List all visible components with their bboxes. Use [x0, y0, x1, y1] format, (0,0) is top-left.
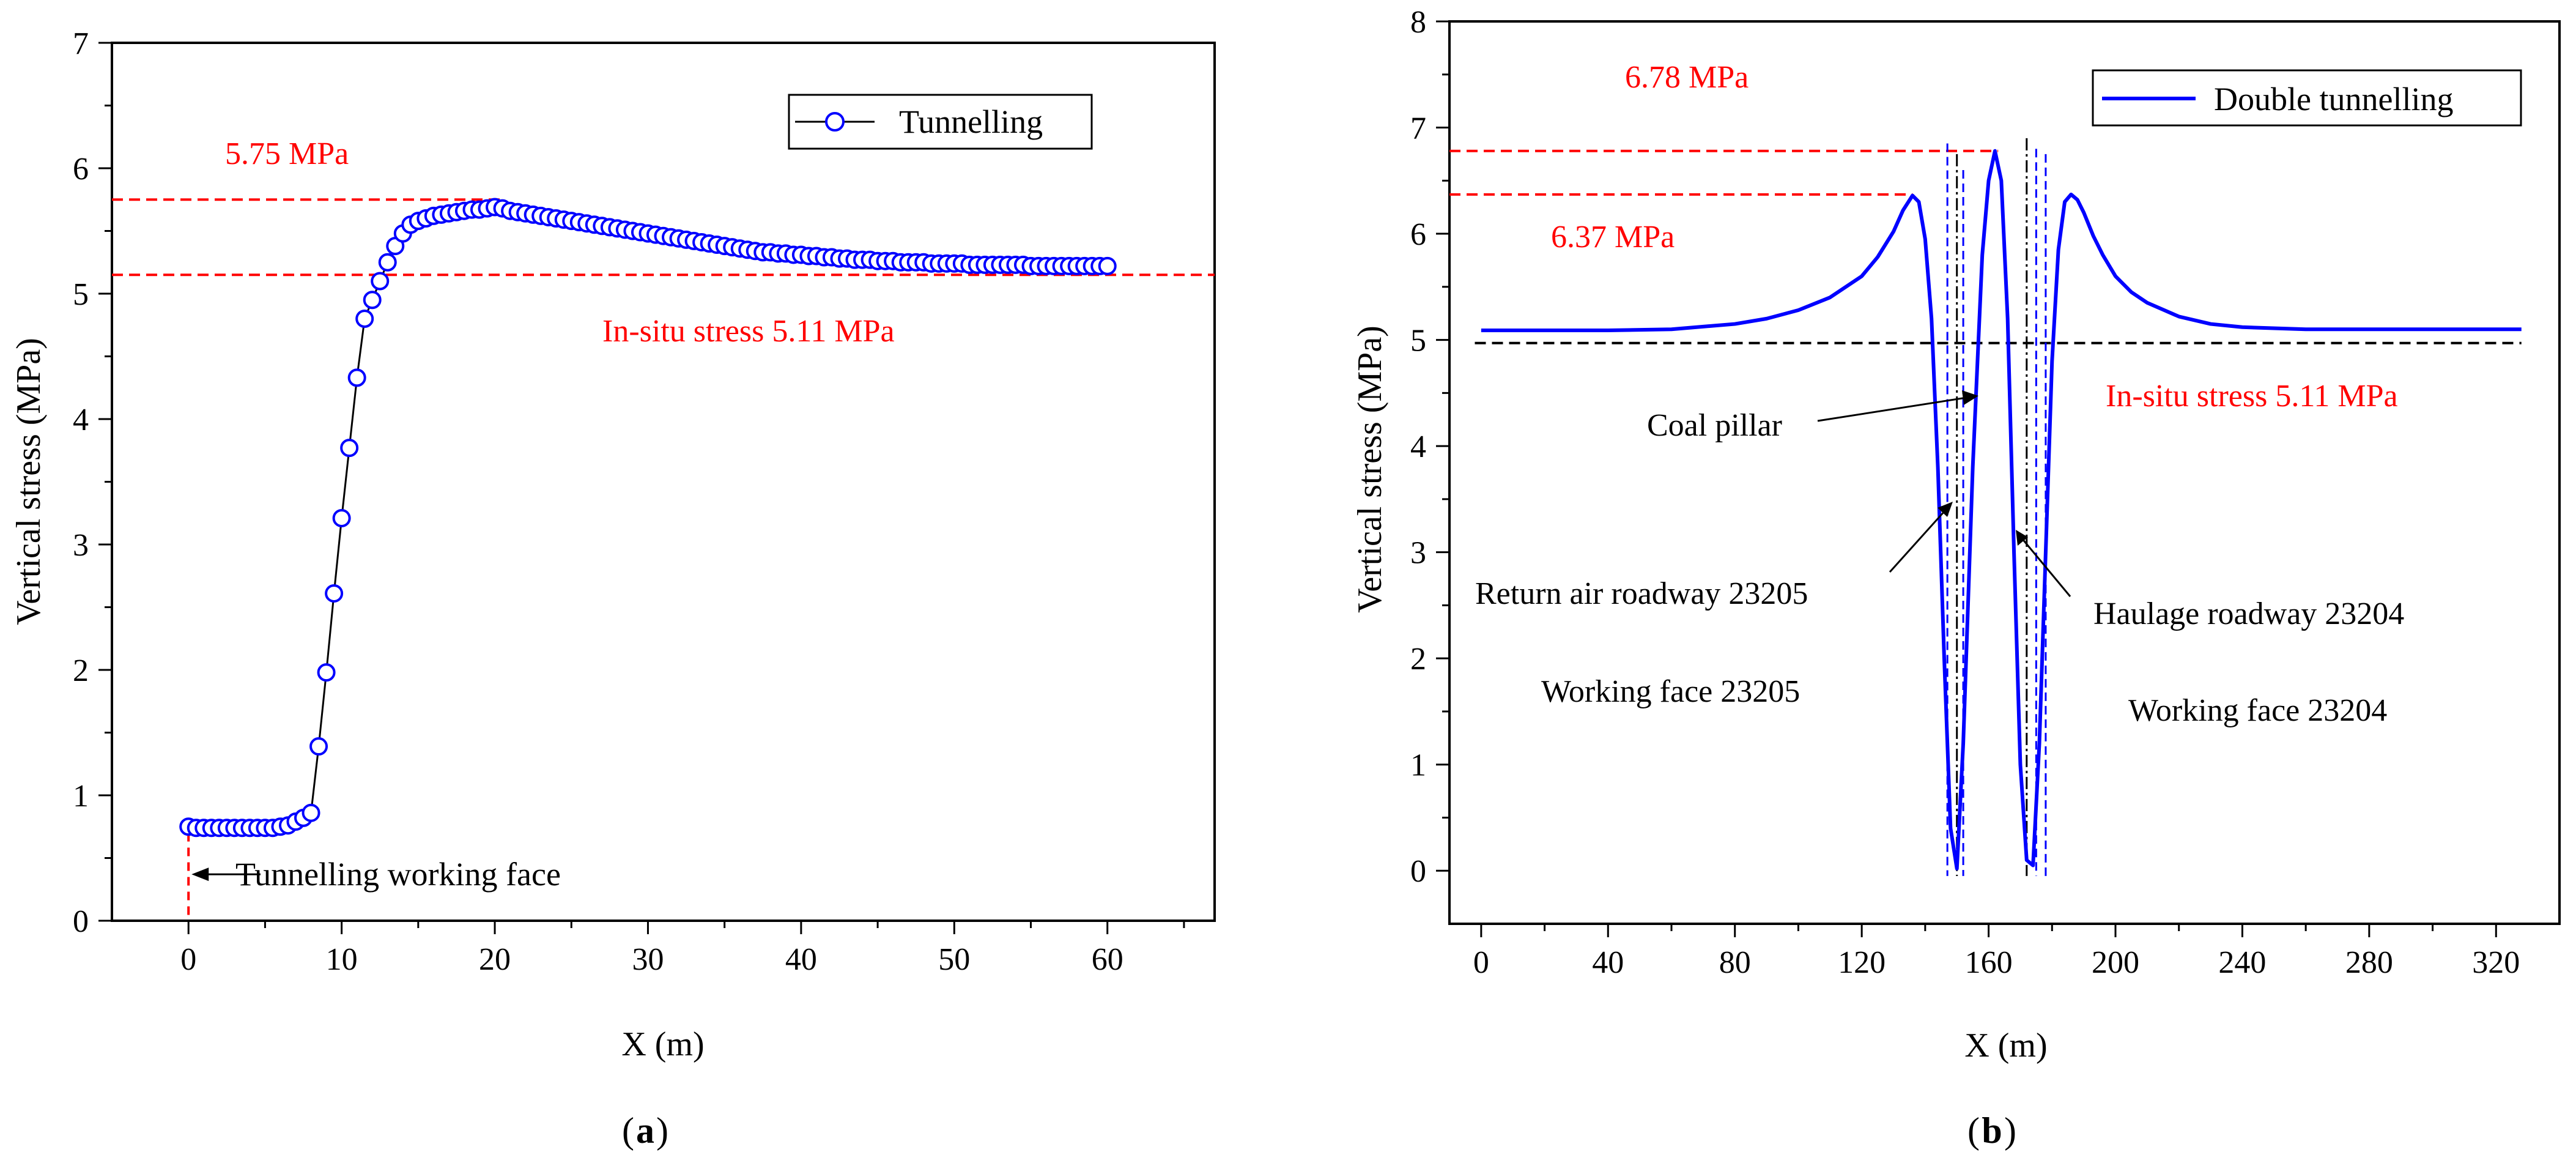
- x-tick-label: 40: [1592, 945, 1624, 980]
- panel-b-face-23205-label: Working face 23205: [1541, 674, 1800, 709]
- panel-a-peak-label: 5.75 MPa: [225, 136, 349, 171]
- x-tick-label: 10: [326, 942, 358, 977]
- x-tick-label: 280: [2345, 945, 2393, 980]
- panel-b-ticks: 0 40 80 120 160 200 240 280 320 0 1 2 3 4 5 6 7 8: [1410, 5, 2520, 980]
- panel-a-legend: Tunnelling: [788, 94, 1093, 150]
- panel-b-haulage-label: Haulage roadway 23204: [2093, 596, 2404, 631]
- panel-a-y-axis-label: Vertical stress (MPa): [10, 338, 48, 625]
- panel-b-legend: Double tunnelling: [2092, 69, 2522, 127]
- y-tick-label: 3: [1410, 536, 1426, 571]
- panel-a-legend-label: Tunnelling: [899, 103, 1043, 140]
- x-tick-label: 60: [1092, 942, 1123, 977]
- x-tick-label: 80: [1719, 945, 1751, 980]
- panel-b-caption: (: [1967, 1110, 1980, 1151]
- panel-a-legend-marker: [825, 112, 845, 132]
- panel-a-data-point: [347, 368, 366, 387]
- panel-b-annotation-arrows: [1817, 390, 2071, 597]
- panel-b-plot-frame: [1448, 20, 2561, 925]
- x-tick-label: 50: [938, 942, 970, 977]
- panel-b-y-axis-label: Vertical stress (MPa): [1351, 325, 1389, 613]
- panel-a-data-point: [309, 737, 328, 756]
- panel-a-data-point: [302, 803, 320, 822]
- y-tick-label: 7: [1410, 111, 1426, 146]
- panel-b-return-air-label: Return air roadway 23205: [1475, 576, 1808, 611]
- panel-a-x-axis-label: X (m): [621, 1025, 704, 1063]
- panel-b-coal-pillar-label: Coal pillar: [1647, 408, 1782, 443]
- panel-a-data-point: [363, 291, 382, 310]
- coal-pillar-arrow: [1817, 396, 1967, 422]
- panel-a-data-point: [355, 310, 374, 328]
- panel-a-data-point: [340, 439, 359, 458]
- x-tick-label: 0: [1473, 945, 1489, 980]
- haulage-arrowhead: [2016, 530, 2028, 546]
- panel-a-data-point: [378, 253, 397, 272]
- y-tick-label: 4: [73, 403, 89, 437]
- panel-a-reference-lines: [112, 198, 1215, 921]
- panel-a-data-point: [332, 508, 351, 527]
- coal-pillar-arrowhead: [1962, 390, 1978, 405]
- x-tick-label: 40: [785, 942, 817, 977]
- y-tick-label: 0: [73, 904, 89, 939]
- panel-b-series: [1481, 149, 2522, 871]
- panel-b-x-axis-label: X (m): [1964, 1027, 2047, 1065]
- panel-a-face-label: Tunnelling working face: [235, 856, 561, 893]
- panel-a-data-point: [371, 272, 390, 291]
- y-tick-label: 1: [73, 779, 89, 814]
- x-tick-label: 20: [479, 942, 511, 977]
- y-tick-label: 5: [73, 277, 89, 312]
- panel-a-plot-frame: [111, 42, 1216, 922]
- panel-a-series: [179, 198, 1117, 838]
- panel-b-insitu-label: In-situ stress 5.11 MPa: [2106, 379, 2398, 414]
- return-air-arrow: [1889, 510, 1946, 573]
- y-tick-label: 3: [73, 528, 89, 563]
- x-tick-label: 30: [632, 942, 664, 977]
- panel-a-data-point: [1098, 256, 1117, 275]
- y-tick-label: 6: [73, 152, 89, 187]
- panel-a-series-line: [188, 206, 1108, 829]
- panel-b-series-line: [1481, 149, 2522, 871]
- x-tick-label: 320: [2472, 945, 2520, 980]
- panel-a-insitu-label: In-situ stress 5.11 MPa: [602, 314, 895, 349]
- panel-a-caption-close: ): [656, 1110, 668, 1151]
- panel-b-side-peak-label: 6.37 MPa: [1551, 220, 1675, 255]
- x-tick-label: 240: [2218, 945, 2266, 980]
- panel-b: 0 40 80 120 160 200 240 280 320 0 1 2 3 4 5 6 7 8 6.78 MP…: [1351, 5, 2561, 1151]
- y-tick-label: 2: [1410, 642, 1426, 677]
- y-tick-label: 0: [1410, 854, 1426, 889]
- y-tick-label: 6: [1410, 217, 1426, 252]
- panel-a-caption: (: [622, 1110, 634, 1151]
- x-tick-label: 160: [1965, 945, 2013, 980]
- y-tick-label: 1: [1410, 748, 1426, 783]
- panel-a: 0 10 20 30 40 50 60 0 1 2 3 4 5 6 7 5.75 MPa In-situ s…: [10, 26, 1216, 1151]
- panel-a-caption-letter: a: [636, 1110, 654, 1151]
- panel-a-data-point: [325, 584, 344, 603]
- panel-b-face-23204-label: Working face 23204: [2128, 693, 2387, 728]
- x-tick-label: 120: [1838, 945, 1886, 980]
- y-tick-label: 2: [73, 653, 89, 688]
- panel-a-ticks: 0 10 20 30 40 50 60 0 1 2 3 4 5 6 7: [73, 26, 1185, 977]
- return-air-arrowhead: [1938, 502, 1953, 517]
- y-tick-label: 7: [73, 26, 89, 61]
- y-tick-label: 5: [1410, 324, 1426, 359]
- panel-b-caption-letter: b: [1982, 1110, 2002, 1151]
- panel-b-peak-label: 6.78 MPa: [1625, 60, 1749, 95]
- haulage-arrow: [2021, 538, 2071, 597]
- panel-b-caption-close: ): [2004, 1110, 2016, 1151]
- y-tick-label: 4: [1410, 429, 1426, 464]
- y-tick-label: 8: [1410, 5, 1426, 40]
- x-tick-label: 0: [180, 942, 196, 977]
- panel-a-data-point: [317, 663, 336, 682]
- panel-b-legend-label: Double tunnelling: [2214, 81, 2453, 117]
- x-tick-label: 200: [2092, 945, 2139, 980]
- panel-a-face-arrowhead: [191, 868, 209, 882]
